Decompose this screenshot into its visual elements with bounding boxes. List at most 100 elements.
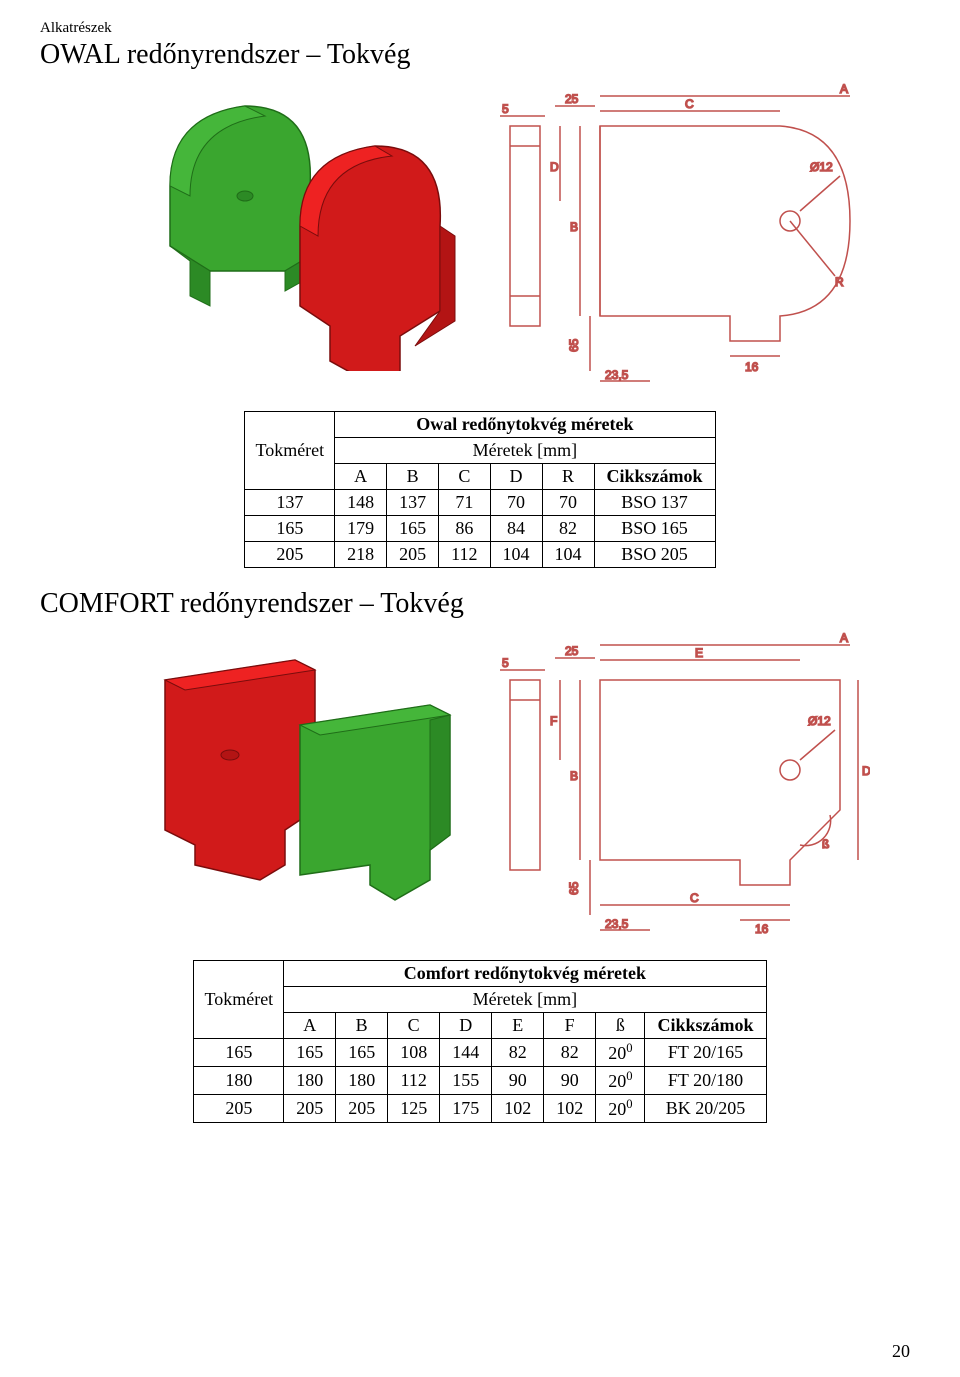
table-mm: Méretek [mm] [284,987,766,1013]
table-cell: BSO 205 [594,542,715,568]
table-caption: Owal redőnytokvég méretek [335,412,715,438]
table-cell: BSO 165 [594,516,715,542]
svg-text:5: 5 [502,102,509,116]
table-caption: Comfort redőnytokvég méretek [284,961,766,987]
table-cell: 200 [596,1039,645,1067]
table-cell: 200 [596,1095,645,1123]
table-cell: 108 [388,1039,440,1067]
table-cell: 165 [284,1039,336,1067]
svg-text:25: 25 [565,644,579,658]
section-title-comfort: COMFORT redőnyrendszer – Tokvég [40,588,920,620]
table-col: D [490,464,542,490]
page-subtitle: Alkatrészek [40,20,920,37]
owal-table: Tokméret Owal redőnytokvég méretek Méret… [244,411,715,568]
table-cell: 112 [439,542,490,568]
table-mm: Méretek [mm] [335,438,715,464]
svg-text:16: 16 [755,922,769,936]
table-cell: 165 [194,1039,284,1067]
svg-text:5: 5 [502,656,509,670]
table-cell: 82 [544,1039,596,1067]
table-cell: 71 [439,490,490,516]
svg-text:B: B [570,220,578,234]
table-cell: 205 [284,1095,336,1123]
table-rowlabel: Tokméret [194,961,284,1039]
section-title-owal: OWAL redőnyrendszer – Tokvég [40,39,920,71]
table-rowlabel: Tokméret [245,412,335,490]
svg-text:F: F [550,714,557,728]
table-col: C [388,1013,440,1039]
svg-text:Ø12: Ø12 [808,714,831,728]
table-cell: 180 [284,1067,336,1095]
table-cell: 86 [439,516,490,542]
table-cell: 125 [388,1095,440,1123]
svg-text:B: B [570,769,578,783]
svg-text:23,5: 23,5 [605,368,629,382]
table-col: R [542,464,594,490]
table-cell: 148 [335,490,387,516]
table-cell: 180 [194,1067,284,1095]
table-cell: 175 [440,1095,492,1123]
table-cell: BK 20/205 [645,1095,766,1123]
table-col: E [492,1013,544,1039]
table-cell: 137 [387,490,439,516]
table-cell: 144 [440,1039,492,1067]
table-col: A [284,1013,336,1039]
table-cell: 102 [544,1095,596,1123]
table-cell: 84 [490,516,542,542]
svg-text:Ø12: Ø12 [810,160,833,174]
table-cell: 165 [336,1039,388,1067]
svg-text:C: C [690,891,699,905]
table-cell: 205 [387,542,439,568]
table-cell: 179 [335,516,387,542]
table-cell: 104 [542,542,594,568]
table-cell: 70 [490,490,542,516]
table-cell: 205 [245,542,335,568]
table-cell: 205 [194,1095,284,1123]
table-cell: 82 [542,516,594,542]
table-cell: 155 [440,1067,492,1095]
table-col: Cikkszámok [645,1013,766,1039]
table-cell: 137 [245,490,335,516]
svg-text:A: A [840,82,848,96]
table-cell: 218 [335,542,387,568]
table-cell: BSO 137 [594,490,715,516]
table-cell: 200 [596,1067,645,1095]
table-cell: 90 [492,1067,544,1095]
table-cell: 102 [492,1095,544,1123]
table-cell: 165 [245,516,335,542]
table-cell: 70 [542,490,594,516]
page-number: 20 [892,1341,910,1362]
table-cell: 165 [387,516,439,542]
table-col: F [544,1013,596,1039]
table-cell: FT 20/165 [645,1039,766,1067]
svg-text:D: D [550,160,559,174]
owal-technical-drawing: 5 25 A C B [500,81,870,396]
svg-text:C: C [685,97,694,111]
table-col: B [336,1013,388,1039]
table-cell: 180 [336,1067,388,1095]
table-cell: FT 20/180 [645,1067,766,1095]
comfort-technical-drawing: 5 25 A E B F D [500,630,870,945]
svg-text:D: D [862,764,870,778]
svg-text:ß: ß [822,837,829,851]
svg-text:E: E [695,646,703,660]
table-cell: 90 [544,1067,596,1095]
table-cell: 104 [490,542,542,568]
svg-text:65: 65 [567,338,581,352]
svg-text:65: 65 [567,881,581,895]
svg-text:25: 25 [565,92,579,106]
table-col: Cikkszámok [594,464,715,490]
table-cell: 82 [492,1039,544,1067]
comfort-table: Tokméret Comfort redőnytokvég méretek Mé… [193,960,766,1123]
table-col: C [439,464,490,490]
svg-text:16: 16 [745,360,759,374]
table-col: B [387,464,439,490]
svg-text:23,5: 23,5 [605,917,629,931]
svg-text:A: A [840,631,848,645]
table-cell: 112 [388,1067,440,1095]
svg-text:R: R [835,275,844,289]
owal-isometric-figure [120,81,460,371]
table-col: ß [596,1013,645,1039]
comfort-isometric-figure [120,630,460,920]
table-col: A [335,464,387,490]
